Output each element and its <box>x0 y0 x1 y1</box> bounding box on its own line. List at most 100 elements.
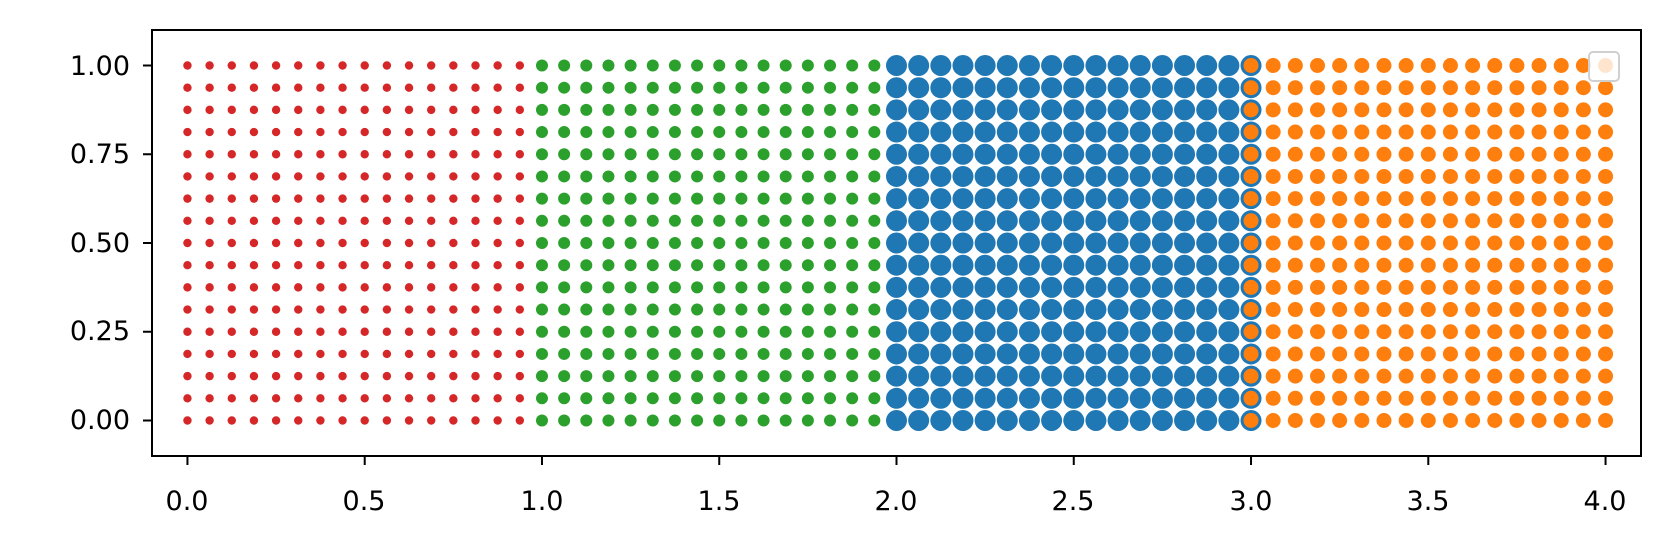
data-point <box>1085 343 1107 365</box>
data-point <box>1465 102 1481 118</box>
data-point <box>974 99 996 121</box>
data-point <box>1442 191 1458 207</box>
data-point <box>1420 257 1436 273</box>
data-point <box>1218 77 1240 99</box>
data-point <box>930 410 952 431</box>
data-point <box>1398 257 1414 273</box>
data-point <box>1018 232 1040 254</box>
data-point <box>1531 279 1547 295</box>
data-point <box>471 127 480 137</box>
data-point <box>338 394 347 403</box>
data-point <box>338 61 347 70</box>
data-point <box>868 414 881 427</box>
data-point <box>757 237 770 249</box>
data-point <box>1465 58 1481 73</box>
data-point <box>952 188 974 210</box>
data-point <box>1287 324 1303 340</box>
data-point <box>1442 413 1458 428</box>
data-point <box>1243 390 1259 406</box>
data-point <box>1398 324 1414 340</box>
data-point <box>316 327 325 336</box>
y-ticks <box>143 64 152 422</box>
data-point <box>868 214 881 227</box>
data-point <box>493 283 502 292</box>
data-point <box>602 325 615 338</box>
data-point <box>886 254 907 276</box>
data-point <box>779 59 792 72</box>
data-point <box>691 148 704 161</box>
data-point <box>382 194 392 203</box>
data-point <box>779 81 792 94</box>
data-point <box>1063 165 1085 187</box>
data-point <box>996 276 1018 298</box>
data-point <box>382 61 392 70</box>
data-point <box>1509 191 1525 207</box>
data-point <box>1310 413 1325 428</box>
data-point <box>558 370 571 383</box>
data-point <box>1509 235 1525 251</box>
data-point <box>1041 321 1063 343</box>
data-point <box>974 410 996 431</box>
data-point <box>404 394 414 403</box>
data-point <box>1376 213 1392 229</box>
data-point <box>294 83 303 92</box>
data-point <box>952 143 974 165</box>
data-point <box>668 303 681 316</box>
data-point <box>1553 102 1569 118</box>
data-point <box>271 394 281 403</box>
data-point <box>735 414 748 427</box>
data-point <box>294 216 303 226</box>
data-point <box>580 103 593 116</box>
data-point <box>493 61 502 70</box>
data-point <box>1265 124 1281 140</box>
data-point <box>1063 77 1085 99</box>
data-point <box>930 299 952 321</box>
data-point <box>1376 124 1392 140</box>
data-point <box>360 194 369 203</box>
data-point <box>996 343 1018 365</box>
data-point <box>1107 143 1129 165</box>
data-point <box>846 370 859 383</box>
data-point <box>338 172 347 181</box>
data-point <box>996 121 1018 143</box>
data-point <box>1287 368 1303 384</box>
data-point <box>801 103 814 116</box>
data-point <box>1398 213 1414 229</box>
data-point <box>646 59 659 72</box>
data-point <box>1018 254 1040 276</box>
data-point <box>624 281 637 294</box>
data-point <box>602 370 615 383</box>
data-point <box>1553 257 1569 273</box>
data-point <box>1174 55 1196 76</box>
data-point <box>205 327 214 336</box>
data-point <box>1442 102 1458 118</box>
data-point <box>846 59 859 72</box>
data-point <box>691 214 704 227</box>
data-point <box>404 127 414 137</box>
data-point <box>735 214 748 227</box>
data-point <box>1354 124 1370 140</box>
data-point <box>868 103 881 116</box>
data-point <box>1129 77 1151 99</box>
data-point <box>449 105 458 115</box>
data-point <box>249 194 259 203</box>
data-point <box>1174 387 1196 409</box>
data-point <box>886 343 907 365</box>
data-point <box>691 237 704 249</box>
data-point <box>1398 80 1414 96</box>
data-point <box>952 321 974 343</box>
data-point <box>360 105 369 115</box>
data-point <box>1575 324 1591 340</box>
data-point <box>1310 146 1325 162</box>
data-point <box>646 325 659 338</box>
data-point <box>1107 343 1129 365</box>
data-point <box>580 259 593 272</box>
data-point <box>316 416 325 425</box>
data-point <box>1129 55 1151 76</box>
data-point <box>624 303 637 316</box>
data-point <box>316 216 325 226</box>
data-point <box>908 165 930 187</box>
data-point <box>952 121 974 143</box>
data-point <box>952 77 974 99</box>
data-point <box>382 394 392 403</box>
